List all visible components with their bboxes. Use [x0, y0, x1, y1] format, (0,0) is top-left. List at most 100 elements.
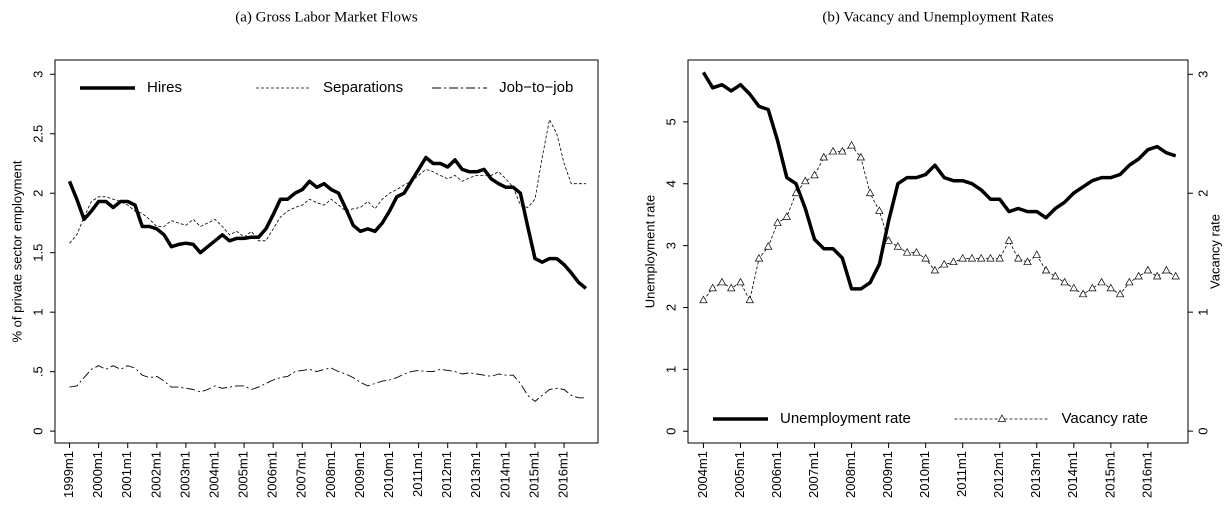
- point-marker: [977, 253, 986, 262]
- point-marker: [865, 188, 875, 197]
- y-tick-label: 1: [663, 366, 678, 373]
- x-tick-label: 2006m1: [769, 451, 784, 498]
- legend-label: Separations: [323, 79, 403, 96]
- x-tick-label: 2012m1: [991, 451, 1006, 498]
- point-marker: [754, 253, 764, 262]
- x-tick-label: 2001m1: [119, 451, 134, 498]
- legend-marker: [997, 414, 1007, 422]
- point-marker: [1032, 250, 1041, 258]
- y-tick-label: 0: [663, 428, 678, 435]
- x-tick-label: 2014m1: [1065, 451, 1080, 498]
- x-tick-label: 2014m1: [497, 451, 512, 498]
- point-marker: [764, 242, 773, 250]
- point-marker: [1115, 289, 1125, 298]
- point-marker: [1014, 253, 1023, 262]
- point-marker: [856, 152, 866, 161]
- plot-frame: [54, 59, 599, 444]
- x-tick-label: 2013m1: [468, 451, 483, 498]
- point-marker: [893, 242, 903, 250]
- x-tick-label: 2011m1: [954, 451, 969, 497]
- x-tick-label: 2004m1: [206, 451, 221, 498]
- point-marker: [828, 146, 838, 155]
- point-marker: [717, 277, 727, 286]
- point-marker: [1023, 257, 1032, 266]
- chart-title: (b) Vacancy and Unemployment Rates: [822, 9, 1053, 25]
- point-marker: [939, 259, 949, 268]
- point-marker: [1078, 289, 1088, 298]
- point-marker: [699, 295, 708, 304]
- x-tick-label: 2008m1: [323, 451, 338, 498]
- y-tick-label: 4: [663, 180, 678, 187]
- series-line: [69, 119, 586, 244]
- x-tick-label: 2005m1: [236, 451, 251, 498]
- point-marker: [958, 253, 967, 262]
- point-marker: [875, 206, 884, 214]
- x-tick-label: 2004m1: [695, 451, 710, 498]
- point-marker: [912, 247, 921, 256]
- point-marker: [1162, 265, 1171, 274]
- y-tick-label: 2: [30, 190, 45, 197]
- y-tick-label: 0: [30, 427, 45, 434]
- point-marker: [949, 257, 958, 266]
- point-marker: [1041, 265, 1051, 274]
- x-tick-label: 2007m1: [806, 451, 821, 498]
- x-tick-label: 2011m1: [410, 451, 425, 497]
- x-tick-label: 2015m1: [1102, 451, 1117, 498]
- x-tick-label: 2016m1: [1139, 451, 1154, 498]
- point-marker: [921, 253, 930, 262]
- legend-label: Job−to−job: [499, 79, 573, 96]
- point-marker: [1069, 283, 1078, 292]
- y-tick-label: 3: [663, 242, 678, 249]
- point-marker: [1152, 271, 1162, 280]
- point-marker: [1106, 283, 1116, 292]
- point-marker: [1088, 283, 1097, 292]
- y-tick-label: 2.5: [30, 125, 45, 143]
- x-tick-label: 2010m1: [917, 451, 932, 498]
- point-marker: [902, 247, 912, 256]
- y2-tick-label: 3: [1195, 71, 1210, 78]
- x-tick-label: 2000m1: [90, 451, 105, 498]
- x-tick-label: 2007m1: [294, 451, 309, 498]
- point-marker: [986, 253, 995, 262]
- point-marker: [930, 265, 940, 274]
- point-marker: [782, 212, 791, 220]
- x-tick-label: 2008m1: [843, 451, 858, 498]
- legend-label: Vacancy rate: [1062, 410, 1148, 427]
- point-marker: [1060, 277, 1069, 286]
- point-marker: [745, 295, 754, 304]
- series-line: [703, 145, 1176, 301]
- y-axis-label: % of private sector employment: [9, 160, 24, 342]
- point-marker: [995, 253, 1004, 262]
- x-tick-label: 2013m1: [1028, 451, 1043, 498]
- x-tick-label: 2003m1: [177, 451, 192, 498]
- plot-frame: [687, 59, 1189, 444]
- series-line: [69, 365, 586, 402]
- point-marker: [708, 283, 717, 292]
- x-tick-label: 1999m1: [61, 451, 76, 498]
- point-marker: [773, 218, 782, 226]
- x-tick-label: 2010m1: [381, 451, 396, 498]
- y2-axis-label: Vacancy rate: [1207, 214, 1222, 289]
- x-tick-label: 2009m1: [880, 451, 895, 498]
- y-tick-label: 1: [30, 309, 45, 316]
- point-marker: [727, 283, 736, 292]
- legend-label: Unemployment rate: [780, 410, 911, 427]
- point-marker: [1143, 265, 1153, 274]
- legend-label: Hires: [147, 79, 182, 96]
- x-tick-label: 2016m1: [556, 451, 571, 498]
- series-line: [67, 155, 588, 290]
- point-marker: [736, 277, 745, 286]
- y2-tick-label: 2: [1195, 190, 1210, 197]
- chart-title: (a) Gross Labor Market Flows: [235, 9, 418, 25]
- y-tick-label: 3: [30, 71, 45, 78]
- x-tick-label: 2002m1: [148, 451, 163, 498]
- x-tick-label: 2006m1: [265, 451, 280, 498]
- x-tick-label: 2015m1: [526, 451, 541, 498]
- point-marker: [1097, 277, 1106, 286]
- x-tick-label: 2005m1: [732, 451, 747, 498]
- point-marker: [819, 152, 828, 161]
- point-marker: [1125, 277, 1134, 286]
- y-tick-label: 5: [663, 118, 678, 125]
- point-marker: [791, 188, 801, 197]
